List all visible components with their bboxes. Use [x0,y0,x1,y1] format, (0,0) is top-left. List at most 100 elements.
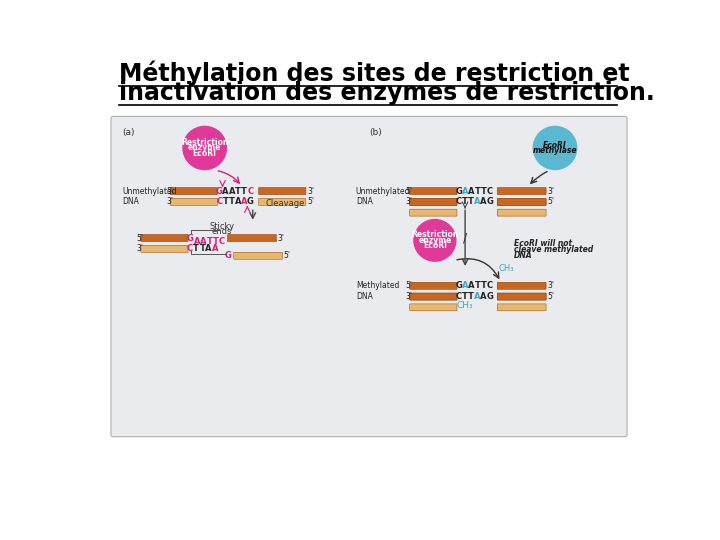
FancyBboxPatch shape [111,117,627,437]
Text: /: / [463,232,467,245]
Text: G: G [247,197,254,206]
Text: T: T [193,244,199,253]
Text: Sticky: Sticky [210,222,234,231]
Text: enzyme: enzyme [418,236,451,245]
Text: inactivation des enzymes de restriction.: inactivation des enzymes de restriction. [120,81,655,105]
Text: A: A [468,187,474,195]
Text: A: A [205,244,212,253]
Text: Restriction: Restriction [181,138,228,147]
Text: C: C [456,197,462,206]
FancyBboxPatch shape [410,293,457,300]
Text: T: T [235,187,241,195]
Text: A: A [241,197,248,206]
FancyBboxPatch shape [410,209,457,216]
Text: 5': 5' [405,187,413,195]
Text: 3': 3' [137,244,143,253]
Text: CH₃: CH₃ [456,301,474,309]
Text: T: T [474,187,480,195]
Text: 5': 5' [547,292,554,301]
Text: DNA: DNA [356,292,373,301]
Text: A: A [222,187,229,195]
FancyBboxPatch shape [410,304,457,311]
Text: CH₃: CH₃ [498,265,514,273]
FancyBboxPatch shape [498,293,546,300]
Text: T: T [481,281,487,291]
Text: G: G [225,251,231,260]
FancyBboxPatch shape [410,282,457,289]
Text: A: A [468,281,474,291]
Circle shape [414,220,456,261]
Text: T: T [469,292,474,301]
FancyBboxPatch shape [170,187,217,194]
Text: G: G [456,281,462,291]
Text: 3': 3' [405,197,413,206]
FancyBboxPatch shape [498,198,546,205]
Text: A: A [200,238,207,246]
Text: ends: ends [212,227,232,237]
Text: T: T [474,281,480,291]
FancyBboxPatch shape [258,187,306,194]
FancyBboxPatch shape [498,293,546,300]
Text: 5': 5' [307,197,314,206]
Text: EcoRI will not: EcoRI will not [514,239,572,248]
Text: 5': 5' [284,251,291,260]
Text: A: A [228,187,235,195]
Text: C: C [187,244,193,253]
FancyBboxPatch shape [170,198,217,205]
Text: A: A [474,197,481,206]
FancyBboxPatch shape [410,293,457,300]
Text: 3': 3' [547,281,554,291]
Text: A: A [474,292,481,301]
Text: T: T [212,238,218,246]
Text: 5': 5' [547,197,554,206]
Text: Restriction: Restriction [411,231,459,239]
Text: enzyme: enzyme [188,144,221,152]
Text: 5': 5' [405,281,413,291]
FancyBboxPatch shape [234,252,282,259]
Text: DNA: DNA [122,197,140,206]
Text: (b): (b) [369,128,382,137]
Text: G: G [186,233,194,242]
Text: G: G [487,197,493,206]
Text: A: A [235,197,241,206]
Text: A: A [212,244,218,253]
FancyBboxPatch shape [498,198,546,205]
Text: T: T [207,238,212,246]
FancyBboxPatch shape [410,198,457,205]
Text: 3': 3' [547,187,554,195]
Text: T: T [241,187,247,195]
Text: G: G [456,187,462,195]
Text: C: C [217,197,222,206]
Circle shape [534,126,577,170]
Text: 5': 5' [166,187,173,195]
Text: Methylated: Methylated [356,281,399,291]
Text: T: T [469,197,474,206]
FancyBboxPatch shape [498,209,546,216]
Text: G: G [216,187,223,195]
Circle shape [183,126,226,170]
FancyBboxPatch shape [498,282,546,289]
Text: C: C [248,187,253,195]
Text: 5': 5' [137,233,143,242]
Text: T: T [229,197,235,206]
Text: DNA: DNA [356,197,373,206]
Text: C: C [456,292,462,301]
FancyBboxPatch shape [410,198,457,205]
Text: 3': 3' [166,197,173,206]
Text: methylase: methylase [533,146,577,155]
Text: C: C [487,187,493,195]
FancyBboxPatch shape [498,187,546,194]
Text: Unmethylated: Unmethylated [356,187,410,195]
Text: EcoRI: EcoRI [193,149,217,158]
Text: A: A [480,292,487,301]
FancyBboxPatch shape [498,304,546,311]
Text: T: T [222,197,228,206]
Text: cleave methylated: cleave methylated [514,245,593,254]
Text: A: A [462,281,468,291]
FancyBboxPatch shape [141,245,188,252]
Text: (a): (a) [122,128,135,137]
FancyBboxPatch shape [258,198,306,205]
Text: Méthylation des sites de restriction et: Méthylation des sites de restriction et [120,60,630,85]
Text: Cleavage: Cleavage [265,199,305,208]
Text: 3': 3' [277,233,284,242]
